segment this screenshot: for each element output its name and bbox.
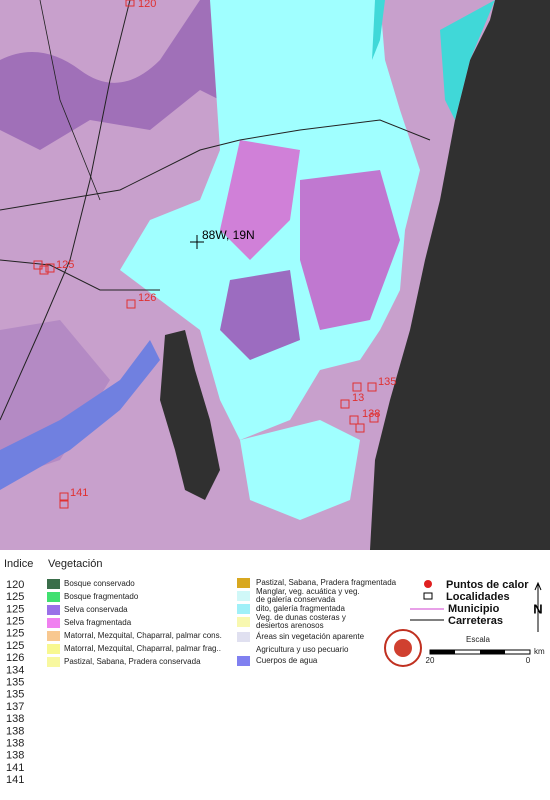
scale-bar bbox=[480, 650, 505, 654]
indice-value: 137 bbox=[6, 701, 24, 713]
road bbox=[0, 0, 131, 421]
scale-label: 20 bbox=[426, 656, 435, 665]
coast-mangrove bbox=[372, 0, 495, 120]
legend-swatch bbox=[237, 656, 250, 666]
scale-bar bbox=[430, 650, 455, 654]
vegetacion-header: Vegetación bbox=[48, 558, 102, 570]
scale-title: Escala bbox=[466, 635, 491, 644]
hotspot-label: 13 bbox=[352, 392, 364, 404]
legend-label: desiertos arenosos bbox=[256, 621, 324, 630]
logo bbox=[394, 639, 412, 657]
legend-label: Veg. de dunas costeras y bbox=[256, 613, 346, 622]
selva-area bbox=[220, 270, 300, 360]
hotspot-label: 141 bbox=[70, 487, 88, 499]
legend-label: Selva fragmentada bbox=[64, 618, 132, 627]
symbol-label: Localidades bbox=[446, 591, 510, 603]
selva-fragment bbox=[220, 140, 300, 260]
selva-fragment bbox=[300, 170, 400, 330]
legend-label: Matorral, Mezquital, Chaparral, palmar c… bbox=[64, 631, 222, 640]
legend-swatch bbox=[237, 604, 250, 614]
hotspot-label: 126 bbox=[138, 292, 156, 304]
legend-label: dito, galería fragmentada bbox=[256, 604, 345, 613]
indice-value: 138 bbox=[6, 725, 24, 737]
indice-value: 138 bbox=[6, 750, 24, 762]
legend-swatch bbox=[47, 631, 60, 641]
legend-swatch bbox=[47, 592, 60, 602]
indice-value: 134 bbox=[6, 664, 24, 676]
legend-label: Pastizal, Sabana, Pradera conservada bbox=[64, 657, 201, 666]
indice-value: 120 bbox=[6, 579, 24, 591]
scale-label: 0 bbox=[526, 656, 531, 665]
legend-swatch bbox=[237, 591, 250, 601]
north-arrow bbox=[534, 581, 542, 632]
indice-value: 125 bbox=[6, 603, 24, 615]
indice-value: 138 bbox=[6, 713, 24, 725]
indice-value: 135 bbox=[6, 689, 24, 701]
sea bbox=[370, 0, 550, 550]
legend-label: Selva conservada bbox=[64, 605, 128, 614]
legend-label: Manglar, veg. acuática y veg. bbox=[256, 587, 360, 596]
legend-label: Agricultura y uso pecuario bbox=[256, 645, 349, 654]
hotspot-label: 135 bbox=[378, 376, 396, 388]
bay bbox=[160, 330, 220, 500]
symbol-label: Puntos de calor bbox=[446, 579, 529, 591]
legend-swatch bbox=[237, 617, 250, 627]
indice-value: 125 bbox=[6, 628, 24, 640]
indice-value: 135 bbox=[6, 677, 24, 689]
legend-swatch bbox=[237, 632, 250, 642]
legend-swatch bbox=[237, 645, 250, 655]
north-label: N bbox=[533, 601, 542, 616]
indice-value: 125 bbox=[6, 591, 24, 603]
legend-swatch bbox=[47, 644, 60, 654]
road bbox=[39, 0, 101, 201]
legend-swatch bbox=[47, 579, 60, 589]
legend-label: Cuerpos de agua bbox=[256, 656, 318, 665]
legend-label: Bosque fragmentado bbox=[64, 592, 139, 601]
indice-value: 125 bbox=[6, 640, 24, 652]
legend-swatch bbox=[237, 578, 250, 588]
legend-label: Matorral, Mezquital, Chaparral, palmar f… bbox=[64, 644, 221, 653]
hotspot-label: 120 bbox=[138, 0, 156, 10]
indice-value: 125 bbox=[6, 616, 24, 628]
legend-label: Áreas sin vegetación aparente bbox=[256, 632, 365, 641]
legend-swatch bbox=[47, 618, 60, 628]
hotspot-markers bbox=[33, 0, 379, 509]
water-body bbox=[0, 340, 160, 490]
road bbox=[0, 119, 431, 211]
symbol-label: Carreteras bbox=[448, 615, 503, 627]
indice-value: 141 bbox=[6, 762, 24, 774]
indice-header: Indice bbox=[4, 558, 33, 570]
legend-swatch bbox=[47, 657, 60, 667]
hotspot-label: 138 bbox=[362, 408, 380, 420]
legend-label: Bosque conservado bbox=[64, 579, 135, 588]
symbol-label: Municipio bbox=[448, 603, 500, 615]
road bbox=[0, 259, 160, 291]
indice-value: 138 bbox=[6, 738, 24, 750]
mangrove-area bbox=[240, 420, 360, 520]
indice-value: 141 bbox=[6, 774, 24, 786]
indice-value: 126 bbox=[6, 652, 24, 664]
town-symbol bbox=[423, 592, 433, 600]
legend-label: de galería conservada bbox=[256, 595, 336, 604]
legend-label: Pastizal, Sabana, Pradera fragmentada bbox=[256, 578, 397, 587]
legend-swatch bbox=[47, 605, 60, 615]
coord-label: 88W, 19N bbox=[202, 228, 255, 242]
hotspot-label: 125 bbox=[56, 259, 74, 271]
scale-unit: km bbox=[534, 647, 545, 656]
hotspot-symbol bbox=[424, 580, 432, 588]
